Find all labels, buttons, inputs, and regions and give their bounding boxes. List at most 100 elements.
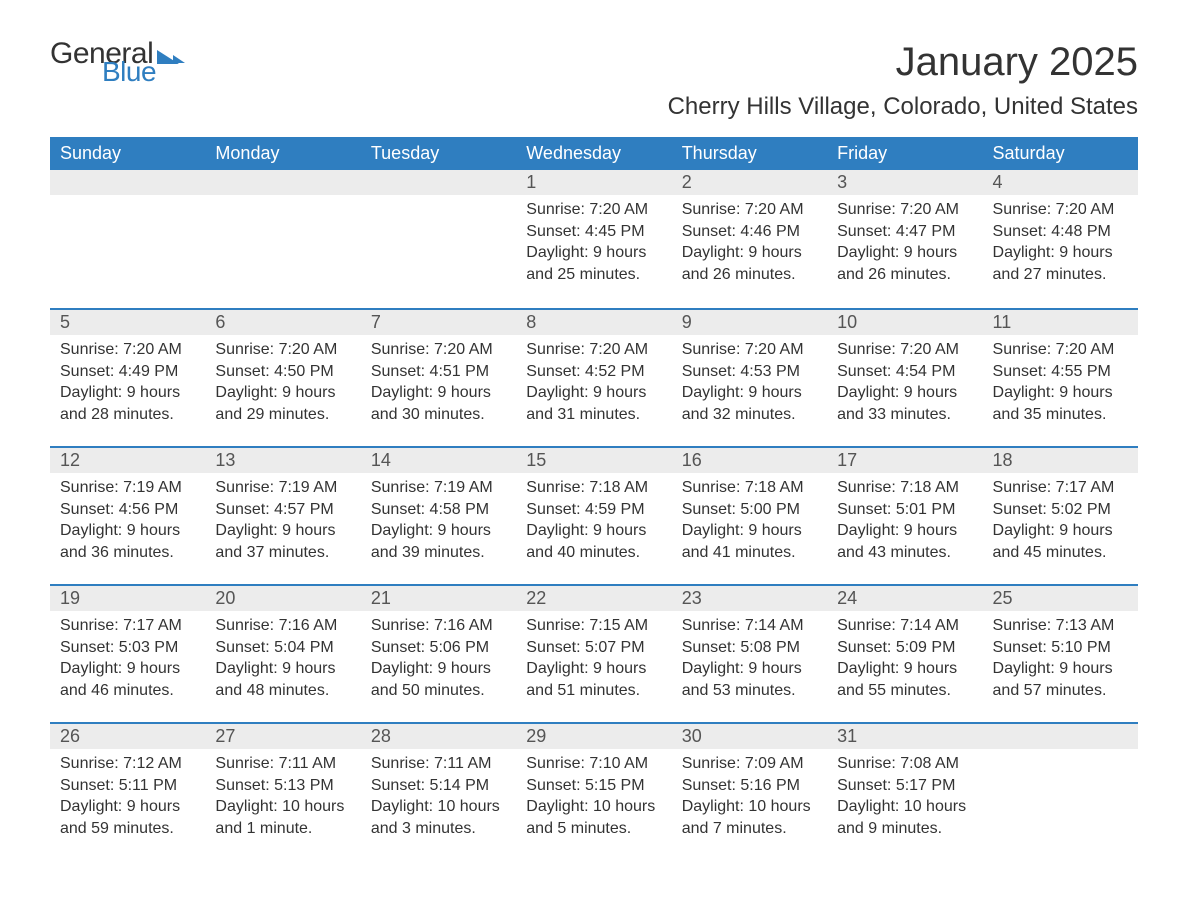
day-body: Sunrise: 7:19 AMSunset: 4:58 PMDaylight:… — [361, 473, 516, 573]
daylight-text: Daylight: 9 hours and 27 minutes. — [993, 242, 1128, 285]
day-number: 9 — [672, 308, 827, 335]
daylight-text: Daylight: 9 hours and 45 minutes. — [993, 520, 1128, 563]
calendar-cell: 29Sunrise: 7:10 AMSunset: 5:15 PMDayligh… — [516, 722, 671, 860]
sunset-text: Sunset: 5:06 PM — [371, 637, 506, 659]
sunset-text: Sunset: 5:13 PM — [215, 775, 350, 797]
day-body: Sunrise: 7:16 AMSunset: 5:04 PMDaylight:… — [205, 611, 360, 711]
sunrise-text: Sunrise: 7:11 AM — [371, 753, 506, 775]
day-body: Sunrise: 7:17 AMSunset: 5:03 PMDaylight:… — [50, 611, 205, 711]
day-header: Monday — [205, 137, 360, 170]
brand-logo: General Blue — [50, 40, 185, 84]
day-body: Sunrise: 7:09 AMSunset: 5:16 PMDaylight:… — [672, 749, 827, 849]
sunset-text: Sunset: 4:52 PM — [526, 361, 661, 383]
day-number: 23 — [672, 584, 827, 611]
sunset-text: Sunset: 4:57 PM — [215, 499, 350, 521]
day-number: 22 — [516, 584, 671, 611]
day-body-empty — [361, 195, 516, 285]
daylight-text: Daylight: 9 hours and 53 minutes. — [682, 658, 817, 701]
calendar-cell: 26Sunrise: 7:12 AMSunset: 5:11 PMDayligh… — [50, 722, 205, 860]
sunset-text: Sunset: 5:09 PM — [837, 637, 972, 659]
day-number: 13 — [205, 446, 360, 473]
day-body: Sunrise: 7:20 AMSunset: 4:51 PMDaylight:… — [361, 335, 516, 435]
sunrise-text: Sunrise: 7:11 AM — [215, 753, 350, 775]
location-label: Cherry Hills Village, Colorado, United S… — [668, 93, 1138, 121]
sunset-text: Sunset: 4:48 PM — [993, 221, 1128, 243]
sunset-text: Sunset: 5:01 PM — [837, 499, 972, 521]
day-body: Sunrise: 7:14 AMSunset: 5:09 PMDaylight:… — [827, 611, 982, 711]
sunrise-text: Sunrise: 7:20 AM — [993, 339, 1128, 361]
daylight-text: Daylight: 10 hours and 5 minutes. — [526, 796, 661, 839]
day-body: Sunrise: 7:17 AMSunset: 5:02 PMDaylight:… — [983, 473, 1138, 573]
day-number: 4 — [983, 170, 1138, 195]
calendar-cell: 22Sunrise: 7:15 AMSunset: 5:07 PMDayligh… — [516, 584, 671, 722]
day-number: 21 — [361, 584, 516, 611]
sunset-text: Sunset: 5:11 PM — [60, 775, 195, 797]
day-body: Sunrise: 7:20 AMSunset: 4:50 PMDaylight:… — [205, 335, 360, 435]
daylight-text: Daylight: 9 hours and 46 minutes. — [60, 658, 195, 701]
sunset-text: Sunset: 4:59 PM — [526, 499, 661, 521]
sunset-text: Sunset: 5:08 PM — [682, 637, 817, 659]
sunset-text: Sunset: 4:50 PM — [215, 361, 350, 383]
sunrise-text: Sunrise: 7:19 AM — [215, 477, 350, 499]
sunrise-text: Sunrise: 7:10 AM — [526, 753, 661, 775]
calendar-cell: 17Sunrise: 7:18 AMSunset: 5:01 PMDayligh… — [827, 446, 982, 584]
calendar-week: 19Sunrise: 7:17 AMSunset: 5:03 PMDayligh… — [50, 584, 1138, 722]
daylight-text: Daylight: 9 hours and 57 minutes. — [993, 658, 1128, 701]
calendar-week: 5Sunrise: 7:20 AMSunset: 4:49 PMDaylight… — [50, 308, 1138, 446]
sunrise-text: Sunrise: 7:20 AM — [837, 339, 972, 361]
calendar-cell — [50, 170, 205, 308]
sunrise-text: Sunrise: 7:15 AM — [526, 615, 661, 637]
daylight-text: Daylight: 9 hours and 48 minutes. — [215, 658, 350, 701]
sunrise-text: Sunrise: 7:16 AM — [371, 615, 506, 637]
sunset-text: Sunset: 4:56 PM — [60, 499, 195, 521]
sunset-text: Sunset: 4:54 PM — [837, 361, 972, 383]
day-body: Sunrise: 7:19 AMSunset: 4:56 PMDaylight:… — [50, 473, 205, 573]
sunrise-text: Sunrise: 7:20 AM — [215, 339, 350, 361]
day-number: 31 — [827, 722, 982, 749]
daylight-text: Daylight: 9 hours and 26 minutes. — [682, 242, 817, 285]
sunset-text: Sunset: 5:10 PM — [993, 637, 1128, 659]
day-header: Friday — [827, 137, 982, 170]
daylight-text: Daylight: 10 hours and 1 minute. — [215, 796, 350, 839]
day-body-empty — [205, 195, 360, 285]
daylight-text: Daylight: 9 hours and 32 minutes. — [682, 382, 817, 425]
day-number: 1 — [516, 170, 671, 195]
sunset-text: Sunset: 4:45 PM — [526, 221, 661, 243]
daylight-text: Daylight: 9 hours and 33 minutes. — [837, 382, 972, 425]
sunrise-text: Sunrise: 7:18 AM — [837, 477, 972, 499]
month-title: January 2025 — [668, 40, 1138, 85]
sunset-text: Sunset: 4:47 PM — [837, 221, 972, 243]
daylight-text: Daylight: 9 hours and 30 minutes. — [371, 382, 506, 425]
calendar-cell: 16Sunrise: 7:18 AMSunset: 5:00 PMDayligh… — [672, 446, 827, 584]
sunset-text: Sunset: 4:46 PM — [682, 221, 817, 243]
day-body-empty — [983, 749, 1138, 839]
daylight-text: Daylight: 9 hours and 50 minutes. — [371, 658, 506, 701]
daylight-text: Daylight: 9 hours and 28 minutes. — [60, 382, 195, 425]
day-number: 29 — [516, 722, 671, 749]
sunset-text: Sunset: 4:51 PM — [371, 361, 506, 383]
calendar-cell: 6Sunrise: 7:20 AMSunset: 4:50 PMDaylight… — [205, 308, 360, 446]
sunset-text: Sunset: 5:07 PM — [526, 637, 661, 659]
day-number: 12 — [50, 446, 205, 473]
sunrise-text: Sunrise: 7:18 AM — [682, 477, 817, 499]
calendar-week: 1 Sunrise: 7:20 AMSunset: 4:45 PM Daylight… — [50, 170, 1138, 308]
sunset-text: Sunset: 5:04 PM — [215, 637, 350, 659]
day-header-row: SundayMondayTuesdayWednesdayThursdayFrid… — [50, 137, 1138, 170]
sunrise-text: Sunrise: 7:20 AM — [526, 199, 661, 221]
day-number-empty — [205, 170, 360, 195]
sunset-text: Sunset: 5:02 PM — [993, 499, 1128, 521]
day-number: 11 — [983, 308, 1138, 335]
sunrise-text: Sunrise: 7:12 AM — [60, 753, 195, 775]
day-number: 19 — [50, 584, 205, 611]
sunrise-text: Sunrise: 7:20 AM — [682, 339, 817, 361]
calendar-cell: 19Sunrise: 7:17 AMSunset: 5:03 PMDayligh… — [50, 584, 205, 722]
calendar-cell: 2Sunrise: 7:20 AMSunset: 4:46 PMDaylight… — [672, 170, 827, 308]
calendar-cell — [361, 170, 516, 308]
day-body: Sunrise: 7:20 AMSunset: 4:53 PMDaylight:… — [672, 335, 827, 435]
day-body: Sunrise: 7:11 AMSunset: 5:13 PMDaylight:… — [205, 749, 360, 849]
daylight-text: Daylight: 9 hours and 37 minutes. — [215, 520, 350, 563]
day-body: Sunrise: 7:20 AMSunset: 4:54 PMDaylight:… — [827, 335, 982, 435]
day-header: Wednesday — [516, 137, 671, 170]
day-body: Sunrise: 7:20 AMSunset: 4:49 PMDaylight:… — [50, 335, 205, 435]
day-number-empty — [50, 170, 205, 195]
